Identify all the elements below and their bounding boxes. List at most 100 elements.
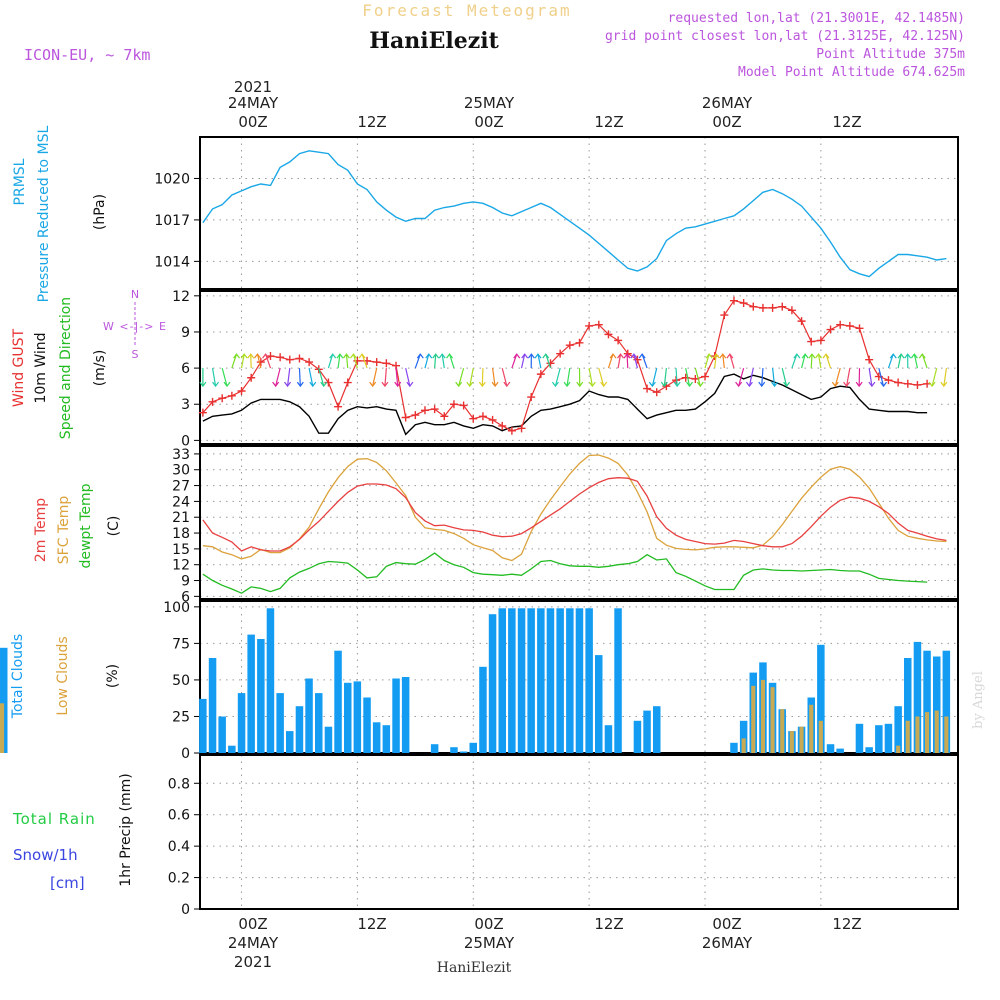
wind-arrow-head [673, 381, 681, 388]
total-cloud-bar [633, 720, 642, 753]
compass-n: N [131, 288, 139, 301]
gust-marker [585, 321, 594, 330]
y-tick-label: 30 [172, 463, 190, 479]
total-cloud-bar [218, 716, 226, 753]
y-tick-label: 24 [172, 494, 190, 510]
precip-title-2: Snow/1h [13, 846, 78, 864]
total-cloud-bar [237, 693, 246, 753]
bottom-tick-4: 12Z [594, 915, 623, 933]
gust-marker [594, 320, 603, 329]
total-cloud-bar [344, 682, 352, 753]
total-cloud-bar [614, 608, 622, 753]
wind-arrow-head [212, 381, 220, 388]
wind-direction-arrow [256, 353, 262, 369]
panel-frame [199, 754, 959, 910]
wind-arrow-head [527, 353, 535, 359]
wind-arrow-head [491, 381, 499, 388]
gust-marker [546, 359, 555, 368]
total-cloud-bar [923, 650, 931, 753]
wind-direction-arrow [722, 354, 725, 369]
wind-arrow-head [349, 353, 357, 359]
wind-direction-arrow [834, 367, 841, 387]
wind-arrow-head [342, 353, 350, 359]
top-title: Forecast Meteogram [362, 1, 571, 20]
total-cloud-bar [546, 608, 555, 753]
wind-arrow-head [466, 381, 474, 388]
gust-marker [749, 302, 758, 311]
total-cloud-bar [334, 650, 342, 753]
top-day-1: 24MAY [228, 94, 279, 112]
y-tick-label: 100 [163, 600, 190, 616]
wind-direction-arrow [424, 353, 430, 369]
wind-arrow-head [446, 353, 454, 359]
gust-marker [276, 353, 285, 362]
wind-arrow-head [394, 381, 402, 388]
y-tick-label: 21 [172, 510, 190, 526]
wind-arrow-head [940, 381, 948, 388]
y-tick-label: 0.4 [168, 839, 190, 855]
low-cloud-bar [799, 726, 804, 753]
total-cloud-bar [643, 710, 651, 753]
wind-direction-arrow [384, 368, 387, 387]
wind-direction-arrow [588, 367, 593, 387]
wind-direction-arrow [286, 368, 291, 387]
wind-direction-arrow [810, 354, 813, 369]
clouds-title-2: Low Clouds [55, 636, 71, 715]
total-cloud-bar [826, 744, 835, 753]
low-cloud-bar [741, 738, 746, 753]
wind-direction-arrow [308, 367, 314, 387]
low-cloud-bar [770, 687, 775, 753]
model-altitude: Model Point Altitude 674.625m [738, 65, 965, 80]
wind-direction-arrow [318, 367, 325, 387]
clouds-ylabel: (%) [105, 664, 121, 688]
low-cloud-bar [789, 731, 794, 753]
y-tick-label: 27 [172, 479, 190, 495]
wind-arrow-head [247, 353, 255, 359]
wind-direction-arrow [641, 353, 648, 369]
wind-direction-arrow [878, 367, 885, 387]
total-cloud-bar [450, 747, 458, 753]
wind-direction-arrow [345, 354, 349, 369]
gust-marker [430, 405, 439, 414]
gust-marker [420, 406, 429, 415]
wind-direction-arrow [845, 367, 851, 387]
wind-arrow-head [455, 381, 463, 388]
y-tick-label: 12 [172, 289, 190, 305]
wind-direction-arrow [729, 353, 735, 369]
wind-panel: 0 3 6 9 12 [172, 289, 959, 449]
temp-title-3: dewpt Temp [78, 483, 94, 568]
total-cloud-bar [739, 720, 748, 753]
total-cloud-bar [556, 608, 564, 753]
total-cloud-bar [295, 706, 304, 753]
wind-arrow-head [880, 381, 887, 388]
wind-direction-arrow [663, 368, 667, 387]
wind-speed-line [202, 373, 928, 436]
wind-direction-arrow [520, 353, 526, 369]
low-cloud-bar [0, 703, 5, 753]
gust-marker [652, 388, 661, 397]
closest-coords: grid point closest lon,lat (21.3125E, 42… [605, 29, 965, 44]
y-tick-label: 3 [181, 397, 190, 413]
total-cloud-bar [817, 644, 825, 753]
gust-marker [372, 358, 381, 367]
total-cloud-bar [286, 731, 294, 753]
wind-direction-arrow [685, 367, 691, 387]
clouds-panel: 0 25 50 75 100 [0, 600, 959, 762]
wind-arrow-head [831, 381, 839, 388]
wind-arrow-head [521, 353, 529, 359]
wind-direction-arrow [501, 367, 508, 387]
top-tick-6: 12Z [832, 113, 861, 131]
gust-marker [903, 379, 912, 388]
gust-marker [227, 391, 236, 400]
wind-arrow-head [576, 381, 584, 388]
gust-marker [247, 373, 256, 382]
gust-marker [507, 426, 516, 435]
bottom-day-1: 24MAY [228, 934, 279, 952]
total-cloud-bar [933, 656, 941, 753]
wind-direction-arrow [395, 368, 399, 387]
gust-marker [884, 376, 893, 385]
gust-marker [478, 412, 487, 421]
wind-arrow-head [928, 381, 936, 388]
wind-arrow-head [284, 381, 292, 388]
point-altitude: Point Altitude 375m [816, 47, 965, 62]
